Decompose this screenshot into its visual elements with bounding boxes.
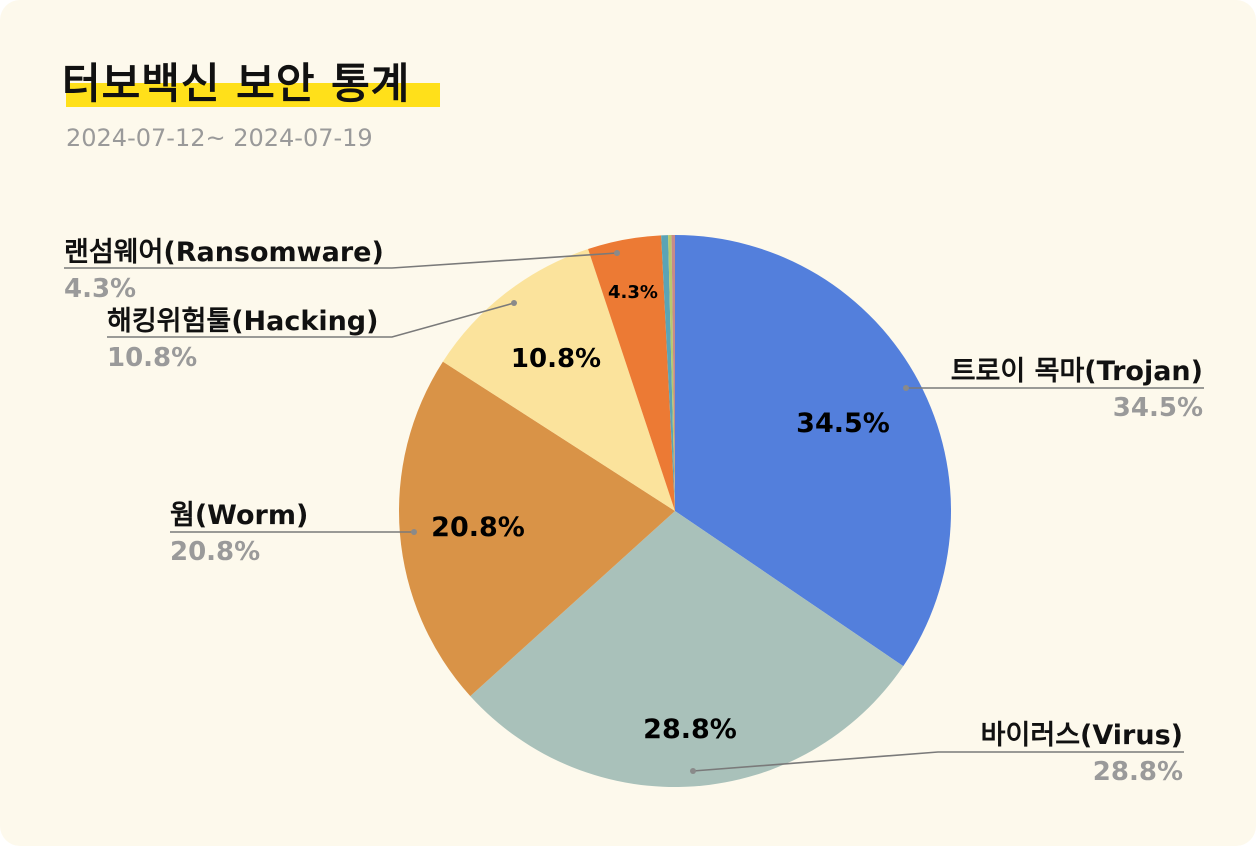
callout-dot: [614, 250, 620, 256]
callout-dot: [511, 300, 517, 306]
title-highlight: [66, 83, 440, 107]
pie-slice-1: [470, 511, 904, 787]
callout-category-label: 웜(Worm): [170, 500, 308, 531]
pie-slices: [399, 234, 951, 787]
page-title: 터보백신 보안 통계: [62, 59, 411, 108]
slice-value-label: 10.8%: [511, 344, 601, 374]
slice-value-label: 20.8%: [431, 512, 525, 543]
callout-dot: [690, 768, 696, 774]
callout-percent-label: 28.8%: [1093, 757, 1183, 787]
pie-slice-4: [588, 235, 675, 511]
callout-category-label: 바이러스(Virus): [981, 720, 1183, 751]
callout-line: [107, 302, 515, 338]
pie-slice-7: [671, 234, 675, 511]
slice-value-label: 28.8%: [643, 714, 737, 745]
callout-line: [692, 751, 1184, 772]
pie-slice-3: [442, 249, 675, 512]
callout-percent-label: 10.8%: [107, 343, 197, 373]
pie-slice-2: [399, 361, 675, 697]
callout-lines: [64, 250, 1204, 774]
callout-category-label: 트로이 목마(Trojan): [951, 356, 1203, 387]
callout-percent-label: 20.8%: [170, 537, 260, 567]
slice-value-labels: 34.5% 28.8% 20.8% 10.8% 4.3%: [431, 282, 890, 745]
callout-category-label: 랜섬웨어(Ransomware): [64, 237, 384, 268]
callout-percent-label: 4.3%: [64, 274, 136, 304]
slice-value-label: 4.3%: [608, 282, 658, 303]
callout-dot: [903, 385, 909, 391]
callout-line: [64, 252, 618, 269]
callout-category-label: 해킹위험툴(Hacking): [107, 306, 378, 337]
callout-labels: 트로이 목마(Trojan) 34.5% 바이러스(Virus) 28.8% 웜(Wor…: [64, 237, 1203, 787]
callout-percent-label: 34.5%: [1113, 393, 1203, 423]
callout-dot: [411, 529, 417, 535]
pie-slice-5: [661, 235, 675, 511]
pie-slice-0: [675, 235, 951, 667]
slice-value-label: 34.5%: [796, 408, 890, 439]
pie-slice-6: [668, 235, 675, 511]
date-range: 2024-07-12~ 2024-07-19: [66, 124, 373, 152]
title-block: 터보백신 보안 통계: [62, 50, 440, 111]
